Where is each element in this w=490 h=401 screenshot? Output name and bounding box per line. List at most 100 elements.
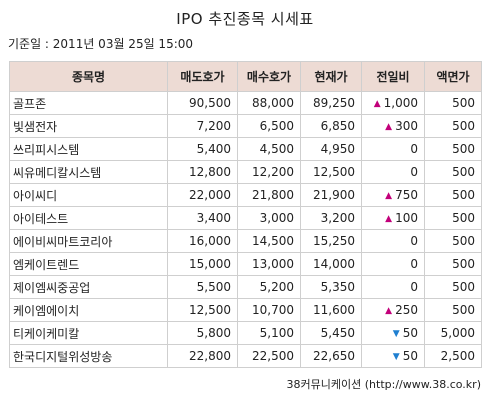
par-value-cell: 500: [424, 91, 482, 115]
stock-name-cell: 에이비씨마트코리아: [9, 229, 168, 253]
change-cell: ▲ 250: [361, 298, 425, 322]
table-row: 쓰리피시스템 5,400 4,500 4,950 0 500: [9, 137, 482, 161]
table-row: 아이씨디 22,000 21,800 21,900 ▲ 750 500: [9, 183, 482, 207]
ask-price-cell: 22,000: [167, 183, 238, 207]
par-value-cell: 500: [424, 229, 482, 253]
ipo-quote-table: 종목명 매도호가 매수호가 현재가 전일비 액면가 골프존 90,500 88,00…: [9, 61, 482, 368]
change-cell: 0: [361, 252, 425, 276]
change-cell: 0: [361, 160, 425, 184]
stock-name-cell: 제이엠씨중공업: [9, 275, 168, 299]
table-header-row: 종목명 매도호가 매수호가 현재가 전일비 액면가: [9, 61, 482, 92]
down-triangle-icon: ▼: [392, 329, 400, 339]
change-value: 0: [410, 234, 418, 248]
header-change: 전일비: [361, 61, 425, 92]
change-cell: ▼ 50: [361, 344, 425, 368]
ask-price-cell: 90,500: [167, 91, 238, 115]
table-row: 아이테스트 3,400 3,000 3,200 ▲ 100 500: [9, 206, 482, 230]
current-price-cell: 15,250: [300, 229, 362, 253]
page-title: IPO 추진종목 시세표: [176, 10, 314, 28]
current-price-cell: 6,850: [300, 114, 362, 138]
par-value-cell: 500: [424, 275, 482, 299]
par-value-cell: 500: [424, 137, 482, 161]
change-value: 0: [410, 257, 418, 271]
ask-price-cell: 3,400: [167, 206, 238, 230]
change-cell: ▲ 750: [361, 183, 425, 207]
change-value: 0: [410, 165, 418, 179]
base-date: 기준일 : 2011년 03월 25일 15:00: [8, 37, 194, 51]
up-triangle-icon: ▲: [385, 214, 393, 224]
up-triangle-icon: ▲: [385, 306, 393, 316]
current-price-cell: 11,600: [300, 298, 362, 322]
current-price-cell: 4,950: [300, 137, 362, 161]
change-value: 100: [395, 211, 418, 225]
current-price-cell: 14,000: [300, 252, 362, 276]
bid-price-cell: 5,100: [237, 321, 301, 345]
bid-price-cell: 13,000: [237, 252, 301, 276]
bid-price-cell: 22,500: [237, 344, 301, 368]
change-cell: 0: [361, 275, 425, 299]
table-row: 에이비씨마트코리아 16,000 14,500 15,250 0 500: [9, 229, 482, 253]
bid-price-cell: 10,700: [237, 298, 301, 322]
table-row: 빛샘전자 7,200 6,500 6,850 ▲ 300 500: [9, 114, 482, 138]
stock-name-cell: 아이씨디: [9, 183, 168, 207]
current-price-cell: 22,650: [300, 344, 362, 368]
change-value: 0: [410, 280, 418, 294]
table-row: 엠케이트렌드 15,000 13,000 14,000 0 500: [9, 252, 482, 276]
header-ask-price: 매도호가: [167, 61, 238, 92]
stock-name-cell: 빛샘전자: [9, 114, 168, 138]
header-par-value: 액면가: [424, 61, 482, 92]
down-triangle-icon: ▼: [392, 352, 400, 362]
ask-price-cell: 5,500: [167, 275, 238, 299]
change-value: 750: [395, 188, 418, 202]
ask-price-cell: 15,000: [167, 252, 238, 276]
stock-name-cell: 케이엠에이치: [9, 298, 168, 322]
table-row: 제이엠씨중공업 5,500 5,200 5,350 0 500: [9, 275, 482, 299]
par-value-cell: 500: [424, 206, 482, 230]
stock-name-cell: 쓰리피시스템: [9, 137, 168, 161]
change-cell: ▲ 300: [361, 114, 425, 138]
bid-price-cell: 5,200: [237, 275, 301, 299]
bid-price-cell: 14,500: [237, 229, 301, 253]
current-price-cell: 5,450: [300, 321, 362, 345]
current-price-cell: 89,250: [300, 91, 362, 115]
change-value: 50: [402, 326, 418, 340]
par-value-cell: 5,000: [424, 321, 482, 345]
current-price-cell: 5,350: [300, 275, 362, 299]
stock-name-cell: 티케이케미칼: [9, 321, 168, 345]
current-price-cell: 12,500: [300, 160, 362, 184]
table-row: 골프존 90,500 88,000 89,250 ▲ 1,000 500: [9, 91, 482, 115]
table-row: 케이엠에이치 12,500 10,700 11,600 ▲ 250 500: [9, 298, 482, 322]
bid-price-cell: 4,500: [237, 137, 301, 161]
ask-price-cell: 5,400: [167, 137, 238, 161]
change-value: 300: [395, 119, 418, 133]
ask-price-cell: 12,500: [167, 298, 238, 322]
bid-price-cell: 88,000: [237, 91, 301, 115]
change-value: 1,000: [383, 96, 418, 110]
par-value-cell: 500: [424, 252, 482, 276]
change-cell: 0: [361, 229, 425, 253]
change-value: 50: [402, 349, 418, 363]
par-value-cell: 500: [424, 114, 482, 138]
par-value-cell: 500: [424, 183, 482, 207]
header-stock-name: 종목명: [9, 61, 168, 92]
header-current-price: 현재가: [300, 61, 362, 92]
header-bid-price: 매수호가: [237, 61, 301, 92]
par-value-cell: 500: [424, 298, 482, 322]
ask-price-cell: 7,200: [167, 114, 238, 138]
ask-price-cell: 16,000: [167, 229, 238, 253]
current-price-cell: 3,200: [300, 206, 362, 230]
bid-price-cell: 12,200: [237, 160, 301, 184]
up-triangle-icon: ▲: [385, 191, 393, 201]
current-price-cell: 21,900: [300, 183, 362, 207]
up-triangle-icon: ▲: [385, 122, 393, 132]
change-cell: 0: [361, 137, 425, 161]
change-value: 0: [410, 142, 418, 156]
bid-price-cell: 21,800: [237, 183, 301, 207]
stock-name-cell: 한국디지털위성방송: [9, 344, 168, 368]
change-value: 250: [395, 303, 418, 317]
par-value-cell: 2,500: [424, 344, 482, 368]
change-cell: ▲ 1,000: [361, 91, 425, 115]
par-value-cell: 500: [424, 160, 482, 184]
change-cell: ▲ 100: [361, 206, 425, 230]
stock-name-cell: 엠케이트렌드: [9, 252, 168, 276]
